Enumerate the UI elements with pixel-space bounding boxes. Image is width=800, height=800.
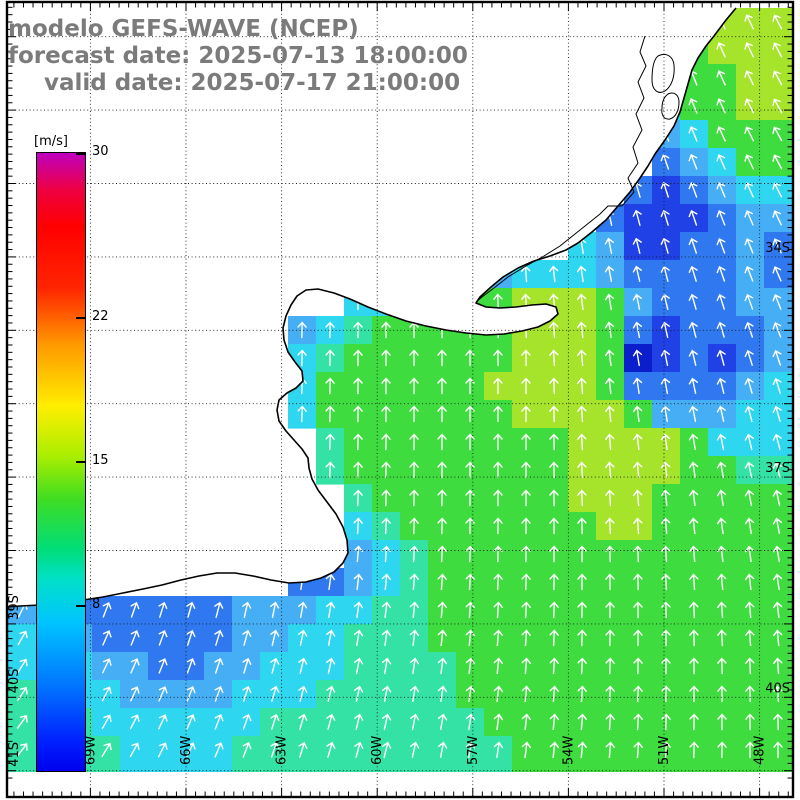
lon-labels: 69W 66W 63W 60W 57W 54W 51W 48W	[83, 735, 767, 765]
colorbar-tick-mark	[76, 317, 85, 319]
colorbar-tick-label: 15	[92, 453, 109, 468]
colorbar-unit-label: [m/s]	[34, 134, 68, 149]
wind-arrows	[16, 14, 783, 759]
lat-label: 39S	[7, 595, 22, 620]
map-frame	[5, 0, 795, 799]
colorbar: [m/s] 30 22 15 8	[34, 134, 124, 784]
lat-label: 34S	[765, 241, 790, 256]
valid-date-line: valid date: 2025-07-17 21:00:00	[44, 70, 461, 96]
lon-label: 66W	[179, 735, 194, 765]
colorbar-tick-mark	[76, 153, 85, 155]
axis-ticks	[8, 3, 792, 796]
lon-label: 48W	[753, 735, 768, 765]
colorbar-tick-mark	[76, 604, 85, 607]
forecast-date-line: forecast date: 2025-07-13 18:00:00	[8, 43, 468, 69]
lat-label: 41S	[7, 742, 22, 767]
lat-label: 40S	[765, 681, 790, 696]
lat-label: 37S	[765, 461, 790, 476]
lat-label: 40S	[7, 669, 22, 694]
colorbar-tick-mark	[76, 461, 85, 463]
grid-lines	[8, 3, 793, 796]
colorbar-tick-label: 8	[92, 596, 101, 612]
colorbar-tick-label: 22	[92, 309, 109, 324]
coastal-lagoon-icon	[651, 53, 680, 120]
lon-label: 54W	[561, 735, 576, 765]
model-title: modelo GEFS-WAVE (NCEP)	[8, 16, 359, 42]
land-mass	[8, 8, 736, 607]
lon-label: 60W	[370, 735, 385, 765]
coastline	[7, 7, 737, 608]
lat-labels-left: 39S 40S 41S	[7, 595, 22, 767]
lon-label: 51W	[657, 735, 672, 765]
colorbar-tick-label: 30	[92, 144, 109, 159]
model-title-block: modelo GEFS-WAVE (NCEP) forecast date: 2…	[8, 16, 468, 97]
lon-label: 57W	[466, 735, 481, 765]
lon-label: 69W	[83, 735, 98, 765]
river-line	[475, 35, 647, 303]
lat-labels-right: 34S 37S 40S	[765, 241, 790, 696]
lon-label: 63W	[275, 735, 290, 765]
